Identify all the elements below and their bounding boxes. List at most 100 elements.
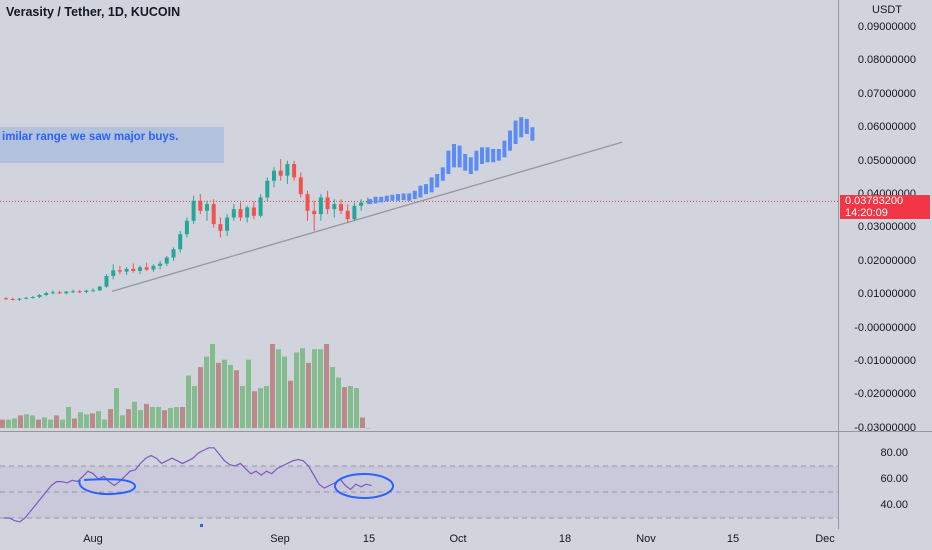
projected-candle (435, 174, 440, 188)
projected-candle (440, 167, 445, 181)
projected-candle (379, 196, 384, 203)
candle-body (225, 217, 230, 231)
projected-candle (407, 193, 412, 201)
volume-bar (78, 412, 83, 428)
volume-bar (306, 362, 311, 428)
projected-candle (496, 148, 501, 161)
volume-bar (126, 409, 131, 428)
volume-bar (120, 415, 125, 428)
candle-body (171, 249, 176, 258)
volume-bar (234, 370, 239, 428)
volume-bar (30, 415, 35, 428)
candle-body (318, 197, 323, 215)
highlight-circle (78, 478, 136, 496)
time-tick-label: 15 (362, 533, 376, 545)
volume-bar (210, 344, 215, 428)
projected-candle (373, 196, 378, 204)
projected-candle (396, 194, 400, 201)
volume-bar (96, 411, 101, 428)
volume-bar (318, 349, 323, 428)
projected-candle (524, 118, 529, 134)
volume-bar (252, 391, 257, 428)
volume-bar (12, 418, 17, 428)
volume-bar (222, 359, 227, 428)
volume-bar (174, 407, 179, 428)
volume-bar (6, 419, 11, 428)
projected-candle (468, 157, 473, 175)
volume-bar (216, 362, 221, 428)
trendline (111, 141, 623, 292)
projected-candle (446, 150, 451, 175)
candle-body (117, 270, 122, 272)
projected-candle (513, 120, 518, 144)
candle-body (332, 204, 337, 210)
volume-bar (72, 418, 77, 428)
marker-dot (200, 524, 203, 527)
candle-body (365, 201, 370, 203)
price-chart[interactable]: Verasity / Tether, 1D, KUCOIN imilar ran… (0, 0, 838, 431)
pane-separator[interactable] (0, 431, 932, 432)
candle-body (265, 180, 270, 198)
candle-body (104, 275, 109, 287)
candle-body (97, 286, 102, 291)
candle-body (359, 202, 364, 206)
chart-title: Verasity / Tether, 1D, KUCOIN (6, 5, 181, 19)
rsi-panel[interactable] (0, 432, 838, 529)
rsi-scale[interactable]: 80.00 60.00 40.00 (838, 432, 932, 529)
candle-body (57, 292, 62, 294)
candle-body (4, 298, 8, 300)
projected-candle (519, 117, 524, 138)
candle-body (138, 267, 142, 271)
volume-bar (66, 407, 71, 428)
projected-candle (491, 148, 496, 163)
current-price: 0.03783200 (845, 195, 904, 207)
candle-body (71, 291, 75, 293)
price-tick-label: 0.08000000 (857, 54, 916, 67)
volume-bar (348, 386, 353, 428)
candle-body (231, 209, 236, 218)
price-tick-label: -0.01000000 (854, 355, 916, 367)
price-tick-label: 0.01000000 (857, 288, 916, 301)
projected-candle (452, 143, 456, 168)
projected-candle (508, 130, 512, 151)
candle-body (64, 291, 69, 294)
candle-body (258, 197, 263, 216)
volume-bar (276, 349, 281, 428)
volume-bar (270, 344, 275, 428)
price-tick-label: 0.09000000 (857, 21, 916, 33)
volume-bar (330, 367, 335, 428)
volume-bar (24, 414, 29, 428)
volume-bar (108, 409, 113, 428)
volume-bar (132, 401, 137, 428)
time-axis[interactable]: Aug Sep 15 Oct 18 Nov 15 Dec (0, 529, 838, 550)
candle-body (131, 268, 136, 271)
candle-body (218, 224, 223, 231)
projected-candle (368, 199, 372, 205)
projected-candle (401, 193, 406, 201)
volume-bar (144, 403, 149, 428)
volume-bar (258, 388, 263, 428)
time-tick-label: 15 (726, 533, 740, 545)
projected-candle (457, 145, 462, 168)
volume-bar (192, 386, 197, 428)
candle-body (272, 170, 276, 181)
volume-bar (324, 344, 329, 428)
candle-body (305, 194, 310, 211)
volume-bar (240, 386, 245, 428)
volume-bar (150, 407, 155, 428)
volume-bar (102, 419, 107, 428)
annotation-note[interactable]: imilar range we saw major buys. (0, 127, 224, 163)
candle-body (30, 297, 35, 299)
projected-candle (384, 195, 389, 202)
candle-body (312, 210, 317, 215)
projected-candle (429, 177, 434, 193)
volume-bar (114, 388, 119, 428)
projected-candle (418, 185, 423, 198)
projected-candle (424, 184, 428, 195)
volume-bar (168, 408, 173, 428)
candle-body (285, 164, 290, 176)
volume-bar (288, 380, 293, 428)
volume-bar (90, 413, 95, 428)
price-scale[interactable]: USDT 0.09000000 0.08000000 0.07000000 0.060… (838, 0, 932, 434)
candle-body (24, 297, 29, 299)
